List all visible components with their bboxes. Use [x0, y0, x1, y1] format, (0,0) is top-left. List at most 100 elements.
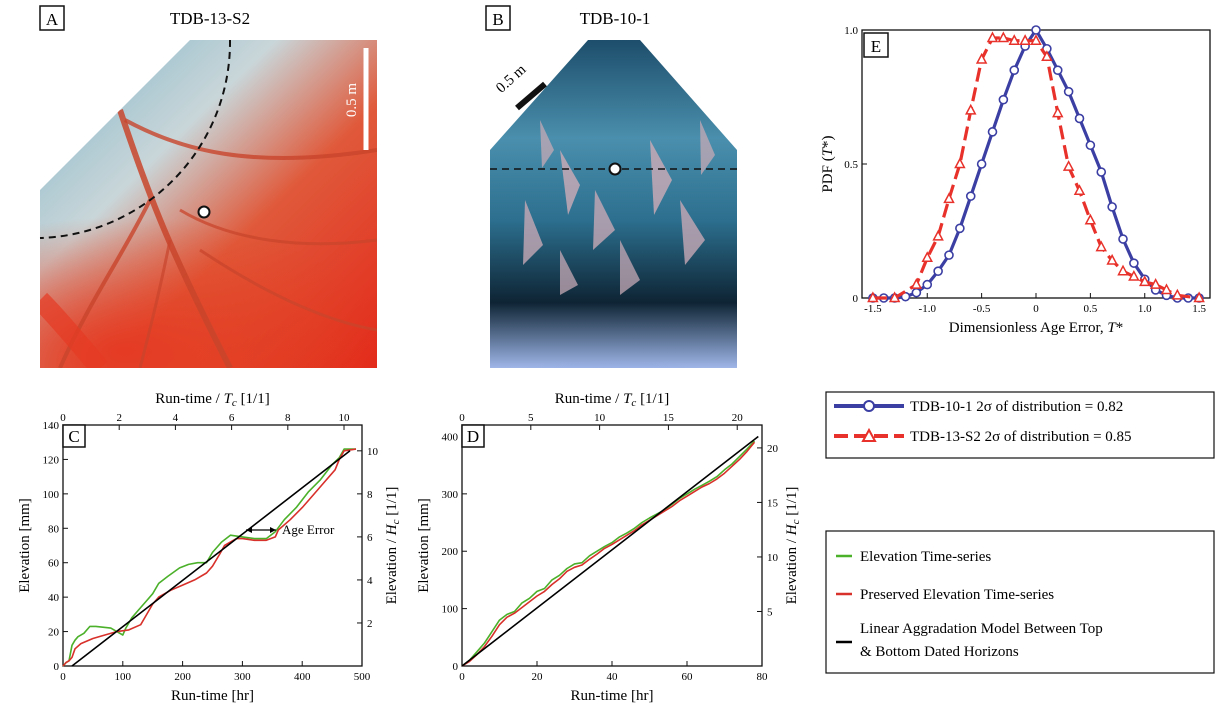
y-tick-label-c: 40: [48, 592, 60, 604]
series-line-d-2: [461, 435, 759, 667]
data-point-e-1: [1139, 275, 1151, 287]
data-point-e-0: [987, 127, 998, 137]
y2-tick-label-d: 15: [767, 497, 779, 509]
x2-axis-label-c: Run-time / Tc [1/1]: [155, 391, 269, 409]
y-tick-label-c: 120: [43, 454, 60, 466]
legend-label-tdb-10-1: TDB-10-1 2σ of distribution = 0.82: [910, 399, 1123, 415]
legend-marker-tdb-10-1: [863, 400, 875, 412]
x-tick-label-e: -1.0: [919, 303, 937, 315]
legend-label-linear-model-line1: Linear Aggradation Model Between Top: [860, 621, 1103, 637]
x2-tick-label-d: 20: [732, 412, 744, 424]
x-tick-label-e: -0.5: [973, 303, 991, 315]
series-line-d-1: [461, 441, 756, 667]
data-point-e-0: [1096, 167, 1107, 177]
data-point-e-1: [888, 291, 901, 303]
data-point-e-1: [1106, 253, 1118, 265]
x-axis-label-c: Run-time [hr]: [171, 688, 254, 704]
x2-tick-label-d: 10: [594, 412, 606, 424]
data-point-e-1: [1149, 277, 1162, 289]
data-point-e-0: [944, 250, 954, 260]
plot-frame-e: [861, 29, 1211, 299]
series-line-c-0: [62, 448, 356, 667]
legend-label-linear-model-line2: & Bottom Dated Horizons: [860, 644, 1019, 660]
panel-c-letter-box: [62, 424, 86, 448]
x-axis-label-e: Dimensionless Age Error, T*: [949, 320, 1123, 336]
x2-tick-label-c: 6: [229, 412, 235, 424]
data-point-e-1: [1062, 160, 1075, 171]
panel-d-letter-box: [461, 424, 485, 448]
x-tick-label-d: 60: [682, 671, 694, 683]
y2-tick-label-d: 10: [767, 552, 779, 564]
y-tick-label-c: 60: [48, 558, 60, 570]
data-point-e-1: [1117, 264, 1129, 276]
x-tick-label-c: 500: [354, 671, 371, 683]
data-point-e-1: [986, 31, 999, 43]
y-tick-label-d: 200: [442, 546, 459, 558]
panel-c-letter: C: [68, 427, 79, 446]
data-point-e-0: [998, 94, 1009, 105]
series-line-e-1: [872, 36, 1200, 300]
data-point-e-0: [1129, 258, 1139, 268]
data-point-e-1: [867, 291, 879, 303]
x-tick-label-c: 300: [234, 671, 251, 683]
x-tick-label-e: 1.0: [1138, 303, 1152, 315]
y-tick-label-d: 100: [442, 604, 459, 616]
data-point-e-1: [1084, 213, 1097, 225]
data-point-e-0: [976, 159, 987, 169]
y-tick-label-c: 140: [43, 420, 60, 432]
x-tick-label-d: 0: [459, 671, 465, 683]
panel-a-letter: A: [46, 10, 59, 29]
photo-panel-b: [490, 40, 737, 368]
x2-tick-label-c: 8: [285, 412, 291, 424]
data-point-e-1: [997, 31, 1010, 43]
series-line-e-0: [872, 28, 1200, 300]
x2-tick-label-c: 4: [173, 412, 179, 424]
y-tick-label-d: 0: [453, 661, 459, 673]
panel-d-letter: D: [467, 427, 479, 446]
data-point-e-1: [1073, 184, 1086, 196]
x2-tick-label-c: 10: [339, 412, 351, 424]
x-tick-label-e: 0: [1033, 303, 1039, 315]
data-point-e-1: [975, 52, 988, 64]
data-point-e-0: [955, 223, 965, 234]
data-point-e-1: [1041, 50, 1053, 62]
legend-label-tdb-13-s2: TDB-13-S2 2σ of distribution = 0.85: [910, 429, 1132, 445]
data-point-e-1: [1095, 240, 1107, 252]
legend-label-preserved: Preserved Elevation Time-series: [860, 587, 1054, 603]
y2-axis-label-d: Elevation / Hc [1/1]: [784, 487, 802, 605]
x-tick-label-e: -1.5: [864, 303, 882, 315]
data-point-e-0: [1118, 234, 1128, 244]
data-point-e-0: [1009, 65, 1020, 75]
data-point-e-0: [1031, 25, 1041, 35]
y2-axis-label-c: Elevation / Hc [1/1]: [384, 487, 402, 605]
y2-tick-label-c: 4: [367, 575, 373, 587]
data-point-e-0: [1107, 202, 1117, 212]
data-point-e-1: [965, 103, 977, 115]
data-point-e-1: [954, 157, 966, 169]
x-axis-label-d: Run-time [hr]: [571, 688, 654, 704]
data-point-e-1: [1193, 291, 1205, 303]
data-point-e-1: [1171, 288, 1184, 300]
y-tick-label-e: 0: [853, 293, 859, 305]
data-point-e-1: [1030, 34, 1042, 45]
series-line-d-0: [461, 440, 756, 667]
legend-marker-tdb-13-s2: [861, 427, 877, 442]
x-tick-label-d: 80: [757, 671, 769, 683]
x-tick-label-c: 400: [294, 671, 311, 683]
data-point-e-0: [1063, 86, 1074, 97]
x-tick-label-c: 100: [115, 671, 132, 683]
data-point-e-0: [965, 191, 976, 201]
data-point-e-0: [1052, 65, 1063, 75]
y-axis-label-d: Elevation [mm]: [416, 498, 432, 593]
y2-tick-label-c: 8: [367, 489, 373, 501]
x-tick-label-d: 20: [532, 671, 544, 683]
y-axis-label-e: PDF (T*): [820, 135, 836, 192]
y-tick-label-c: 20: [48, 627, 60, 639]
age-error-arrowhead-left: [246, 527, 252, 533]
chart-e: -1.5 -1.0 -0.5 0 0.5 1.0 1.5 0 0.5 1.0 Dimensionle…: [820, 25, 1211, 336]
y-tick-label-d: 400: [442, 431, 459, 443]
x2-tick-label-d: 0: [459, 412, 465, 424]
